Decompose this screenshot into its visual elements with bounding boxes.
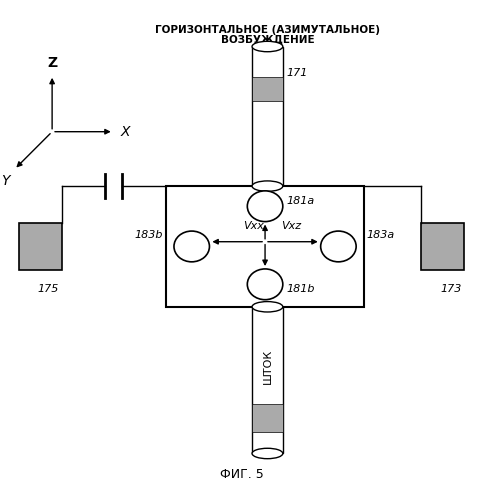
Bar (421, 223, 464, 270)
Text: 171: 171 (286, 68, 308, 78)
Ellipse shape (174, 231, 209, 262)
Text: 181a: 181a (286, 196, 315, 206)
Ellipse shape (252, 302, 283, 312)
Ellipse shape (252, 448, 283, 458)
Bar (252, 404, 283, 432)
Text: 181b: 181b (286, 284, 315, 294)
Text: Vxz: Vxz (281, 222, 301, 232)
Ellipse shape (252, 181, 283, 192)
Text: ШТОК: ШТОК (262, 348, 272, 384)
Bar (19, 223, 62, 270)
Ellipse shape (252, 42, 283, 51)
Text: Y: Y (1, 174, 10, 188)
Ellipse shape (321, 231, 356, 262)
Text: 183a: 183a (367, 230, 395, 239)
Bar (252, 46, 283, 186)
Bar (166, 186, 364, 307)
Text: 173: 173 (440, 284, 462, 294)
Text: 175: 175 (38, 284, 59, 294)
Bar (252, 78, 283, 101)
Text: Vxx: Vxx (243, 222, 264, 232)
Text: ГОРИЗОНТАЛЬНОЕ (АЗИМУТАЛЬНОЕ): ГОРИЗОНТАЛЬНОЕ (АЗИМУТАЛЬНОЕ) (155, 25, 380, 35)
Bar (252, 307, 283, 454)
Ellipse shape (247, 269, 283, 300)
Ellipse shape (247, 191, 283, 222)
Text: Z: Z (47, 56, 57, 70)
Text: X: X (121, 124, 130, 138)
Text: ФИГ. 5: ФИГ. 5 (219, 468, 263, 481)
Text: ВОЗБУЖДЕНИЕ: ВОЗБУЖДЕНИЕ (221, 34, 314, 44)
Text: 183b: 183b (135, 230, 163, 239)
